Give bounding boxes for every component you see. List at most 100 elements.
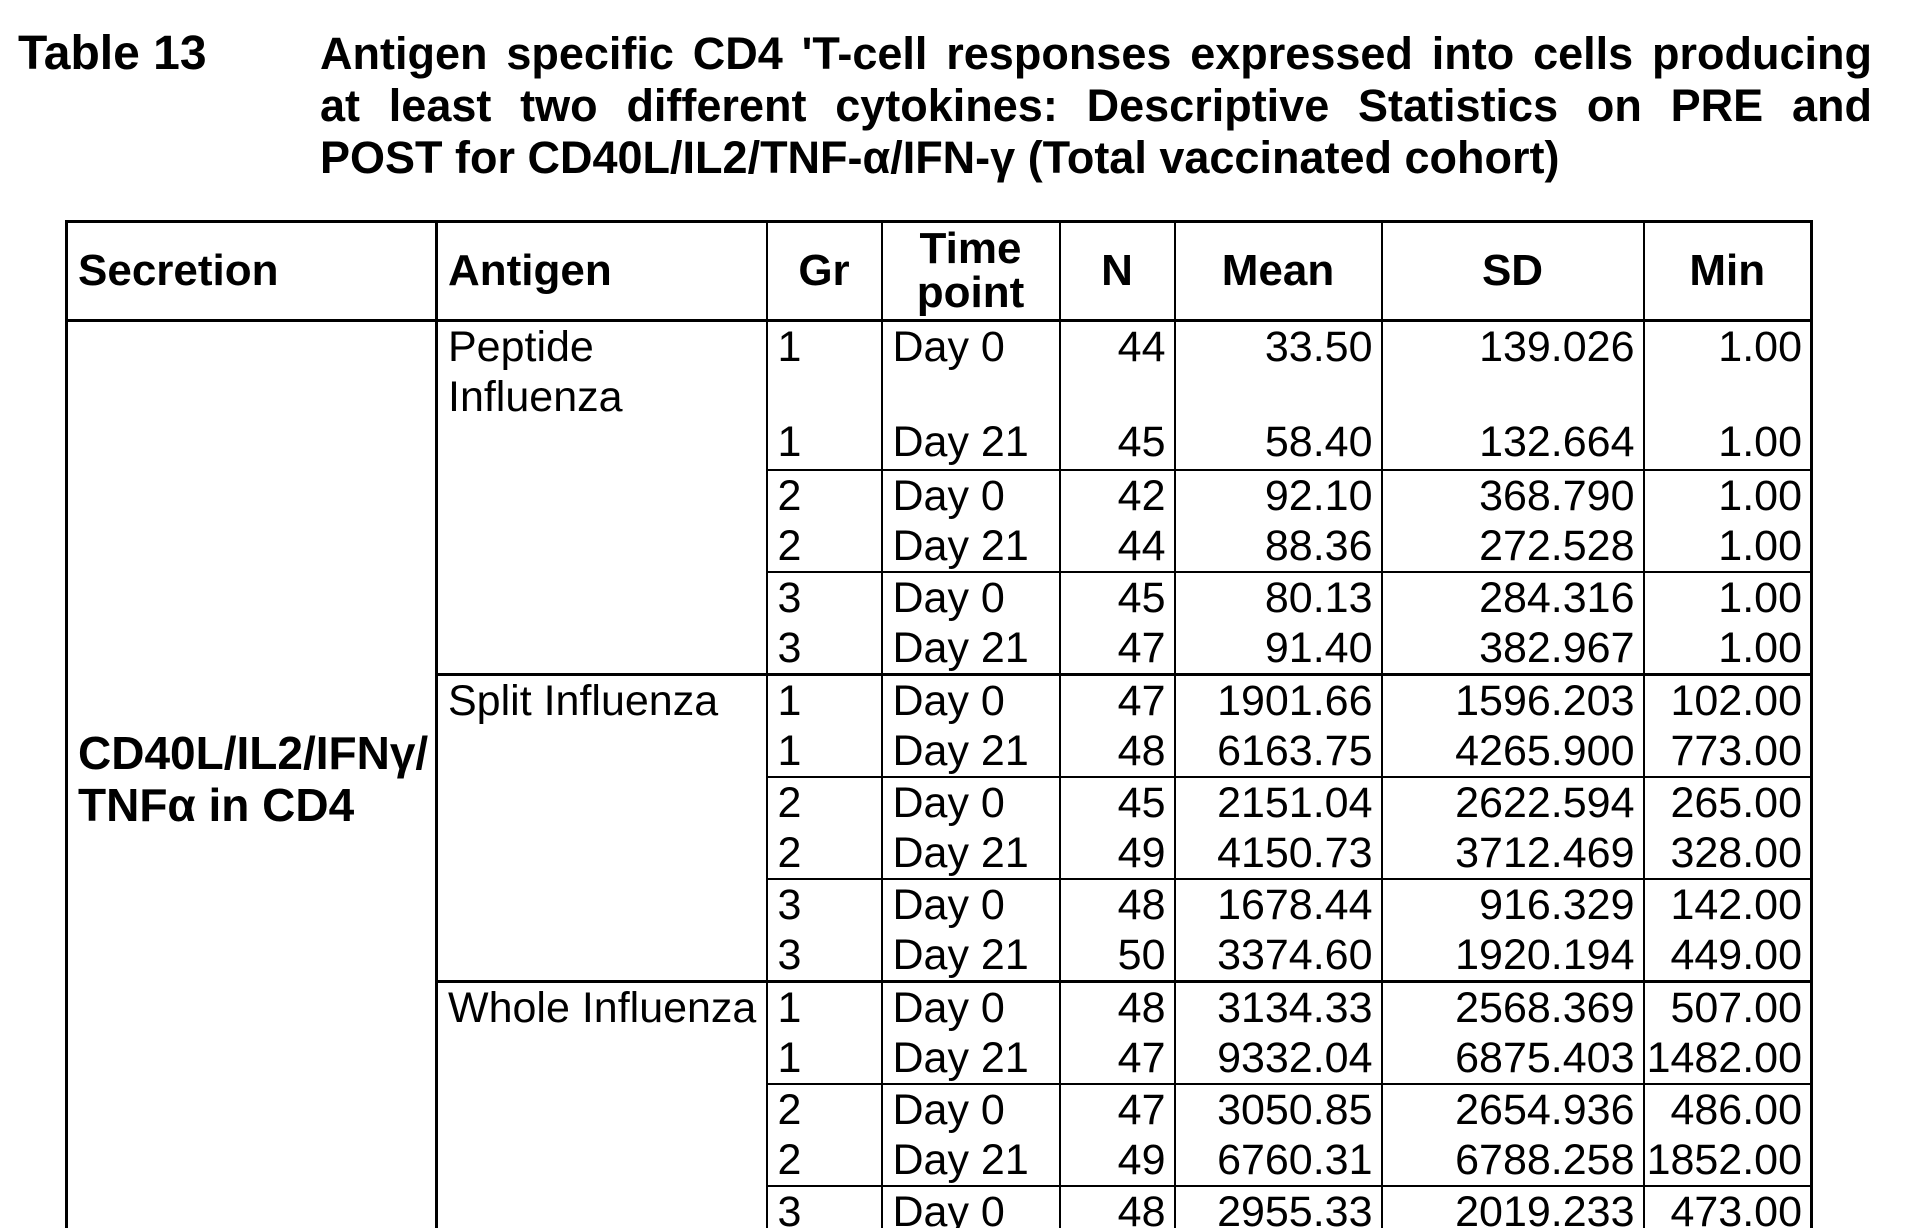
gr-cell: 2 bbox=[765, 775, 882, 828]
min-cell: 449.00 bbox=[1642, 929, 1812, 981]
sd-cell: 4265.900 bbox=[1380, 725, 1644, 777]
min-cell: 486.00 bbox=[1642, 1082, 1812, 1135]
time-cell: Day 21 bbox=[880, 827, 1060, 879]
n-cell: 49 bbox=[1058, 1134, 1175, 1186]
table-row: Split Influenza 1 Day 0 47 1901.66 1596.… bbox=[67, 672, 1812, 981]
mean-cell: 9332.04 bbox=[1173, 1032, 1382, 1084]
table-row: 2 Day 21 44 88.36 272.528 1.00 bbox=[67, 520, 1812, 572]
n-cell: 48 bbox=[1058, 979, 1175, 1033]
gr-cell: 3 bbox=[765, 877, 882, 930]
mean-cell: 1678.44 bbox=[1173, 877, 1382, 930]
time-cell: Day 0 bbox=[880, 979, 1060, 1033]
n-cell: 45 bbox=[1058, 570, 1175, 623]
sd-cell: 6788.258 bbox=[1380, 1134, 1644, 1186]
min-cell: 1.00 bbox=[1642, 416, 1812, 470]
mean-cell: 2151.04 bbox=[1173, 775, 1382, 828]
table-title-line-1: Antigen specific CD4 'T-cell responses e… bbox=[320, 28, 1872, 79]
sd-cell: 2568.369 bbox=[1380, 979, 1644, 1033]
gr-cell: 1 bbox=[765, 979, 882, 1033]
table-row: 3 Day 0 48 2955.33 2019.233 473.00 bbox=[67, 1184, 1812, 1228]
table-row: 2 Day 0 47 3050.85 2654.936 486.00 bbox=[67, 1082, 1812, 1135]
sd-cell: 1920.194 bbox=[1380, 929, 1644, 981]
gr-cell: 3 bbox=[765, 1184, 882, 1228]
n-cell: 45 bbox=[1058, 416, 1175, 470]
n-cell: 48 bbox=[1058, 877, 1175, 930]
table-row: 2 Day 21 49 6760.31 6788.258 1852.00 bbox=[67, 1134, 1812, 1186]
table-row: 1 Day 21 48 6163.75 4265.900 773.00 bbox=[67, 725, 1812, 777]
time-cell: Day 21 bbox=[880, 725, 1060, 777]
mean-cell: 91.40 bbox=[1173, 622, 1382, 674]
n-cell: 47 bbox=[1058, 1082, 1175, 1135]
col-header-mean: Mean bbox=[1173, 221, 1382, 322]
n-cell: 49 bbox=[1058, 827, 1175, 879]
min-cell: 265.00 bbox=[1642, 775, 1812, 828]
sd-cell: 382.967 bbox=[1380, 622, 1644, 674]
time-cell: Day 0 bbox=[880, 877, 1060, 930]
gr-cell: 2 bbox=[765, 520, 882, 572]
mean-cell: 6760.31 bbox=[1173, 1134, 1382, 1186]
table-title-line-2: at least two different cytokines: Descri… bbox=[320, 80, 1872, 131]
time-cell: Day 21 bbox=[880, 520, 1060, 572]
gr-cell: 1 bbox=[765, 1032, 882, 1084]
gr-cell: 1 bbox=[765, 320, 882, 417]
time-cell: Day 0 bbox=[880, 1082, 1060, 1135]
mean-cell: 3374.60 bbox=[1173, 929, 1382, 981]
min-cell: 328.00 bbox=[1642, 827, 1812, 879]
time-cell: Day 0 bbox=[880, 320, 1060, 417]
col-header-n: N bbox=[1058, 221, 1175, 322]
secretion-cell: CD40L/IL2/IFNγ/ TNFα in CD4 bbox=[65, 320, 437, 1228]
gr-cell: 3 bbox=[765, 570, 882, 623]
table-row: 3 Day 21 47 91.40 382.967 1.00 bbox=[67, 622, 1812, 674]
time-cell: Day 0 bbox=[880, 468, 1060, 521]
col-header-time-point: Time point bbox=[880, 221, 1060, 322]
sd-cell: 3712.469 bbox=[1380, 827, 1644, 879]
col-header-min: Min bbox=[1642, 221, 1812, 322]
col-header-gr: Gr bbox=[765, 221, 882, 322]
table-row: CD40L/IL2/IFNγ/ TNFα in CD4 Peptide Infl… bbox=[65, 320, 1812, 1228]
time-cell: Day 0 bbox=[880, 775, 1060, 828]
mean-cell: 33.50 bbox=[1173, 320, 1382, 417]
time-cell: Day 21 bbox=[880, 1032, 1060, 1084]
mean-cell: 92.10 bbox=[1173, 468, 1382, 521]
mean-cell: 4150.73 bbox=[1173, 827, 1382, 879]
gr-cell: 1 bbox=[765, 672, 882, 726]
sd-cell: 916.329 bbox=[1380, 877, 1644, 930]
sd-cell: 368.790 bbox=[1380, 468, 1644, 521]
n-cell: 44 bbox=[1058, 320, 1175, 417]
min-cell: 102.00 bbox=[1642, 672, 1812, 726]
n-cell: 47 bbox=[1058, 1032, 1175, 1084]
mean-cell: 88.36 bbox=[1173, 520, 1382, 572]
table-number-label: Table 13 bbox=[18, 27, 207, 80]
time-cell: Day 0 bbox=[880, 1184, 1060, 1228]
min-cell: 1852.00 bbox=[1642, 1134, 1812, 1186]
col-header-secretion: Secretion bbox=[65, 221, 437, 322]
gr-cell: 3 bbox=[765, 929, 882, 981]
n-cell: 48 bbox=[1058, 725, 1175, 777]
sd-cell: 132.664 bbox=[1380, 416, 1644, 470]
time-cell: Day 21 bbox=[880, 1134, 1060, 1186]
table-row: Whole Influenza 1 Day 0 48 3134.33 2568.… bbox=[67, 979, 1812, 1228]
min-cell: 507.00 bbox=[1642, 979, 1812, 1033]
n-cell: 45 bbox=[1058, 775, 1175, 828]
table-row: 1 Day 21 45 58.40 132.664 1.00 bbox=[67, 416, 1812, 470]
n-cell: 42 bbox=[1058, 468, 1175, 521]
antigen-cell-whole: Whole Influenza bbox=[435, 979, 767, 1228]
min-cell: 1.00 bbox=[1642, 520, 1812, 572]
gr-cell: 2 bbox=[765, 1082, 882, 1135]
col-header-sd: SD bbox=[1380, 221, 1644, 322]
min-cell: 773.00 bbox=[1642, 725, 1812, 777]
gr-cell: 2 bbox=[765, 468, 882, 521]
sd-cell: 2654.936 bbox=[1380, 1082, 1644, 1135]
time-cell: Day 21 bbox=[880, 929, 1060, 981]
gr-cell: 2 bbox=[765, 827, 882, 879]
sd-cell: 2019.233 bbox=[1380, 1184, 1644, 1228]
time-cell: Day 21 bbox=[880, 416, 1060, 470]
statistics-table: Secretion Antigen Gr Time point N Mean S… bbox=[65, 220, 1813, 1228]
table-row: 1 Day 21 47 9332.04 6875.403 1482.00 bbox=[67, 1032, 1812, 1084]
mean-cell: 1901.66 bbox=[1173, 672, 1382, 726]
table-row: 3 Day 21 50 3374.60 1920.194 449.00 bbox=[67, 929, 1812, 981]
min-cell: 473.00 bbox=[1642, 1184, 1812, 1228]
table-row: 2 Day 0 45 2151.04 2622.594 265.00 bbox=[67, 775, 1812, 828]
min-cell: 1482.00 bbox=[1642, 1032, 1812, 1084]
